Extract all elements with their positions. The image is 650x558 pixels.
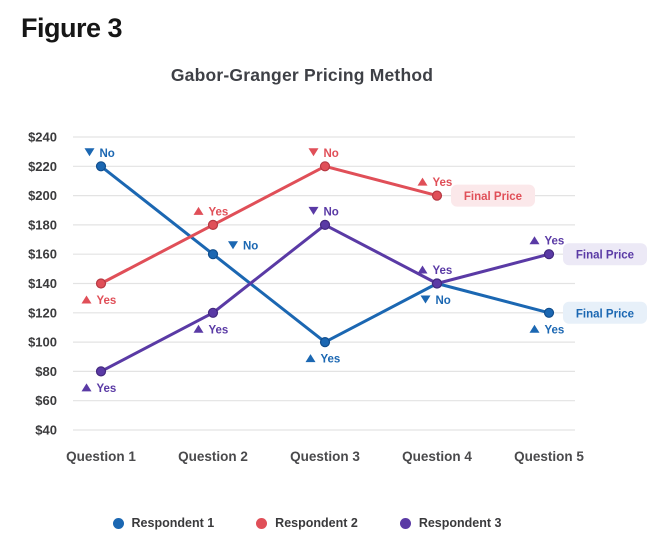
y-tick-label: $180 [28,217,57,232]
answer-annotation: Yes [545,236,565,248]
answer-annotation: No [243,241,258,253]
triangle-down-icon [308,206,319,215]
data-point-respondent-3 [95,366,107,377]
triangle-up-icon [529,324,540,333]
data-point-respondent-2 [431,190,443,201]
triangle-up-icon [81,295,92,304]
y-tick-label: $160 [28,247,57,262]
y-tick-label: $140 [28,276,57,291]
final-price-label: Final Price [576,250,634,262]
answer-annotation: Yes [545,324,565,336]
answer-annotation: No [324,206,339,218]
triangle-down-icon [228,241,238,250]
final-price-badge [563,243,647,266]
triangle-up-icon [193,324,204,333]
data-point-respondent-1 [207,249,219,260]
data-point-respondent-2 [95,278,107,289]
y-tick-label: $80 [35,364,57,379]
triangle-up-icon [417,265,428,274]
data-point-respondent-2 [319,161,331,172]
data-point-respondent-1 [319,337,331,348]
answer-annotation: Yes [321,354,341,366]
x-axis-label: Question 5 [514,449,584,464]
y-tick-label: $240 [28,130,57,145]
triangle-up-icon [81,383,92,392]
final-price-label: Final Price [576,308,634,320]
legend-item-respondent-3: Respondent 3 [399,516,502,530]
gabor-granger-line-chart: $240 $220 $200 $180 $160 $140 $120 $100 $80 $60 $4… [28,130,647,464]
legend-label: Respondent 1 [131,516,215,530]
data-point-respondent-3 [543,249,555,260]
legend-dot-icon [256,517,268,529]
answer-annotation: Yes [433,177,453,189]
data-point-respondent-3 [207,307,219,318]
triangle-down-icon [308,148,319,157]
answer-annotation: Yes [97,295,117,307]
y-tick-label: $40 [35,423,57,438]
answer-annotation: No [100,148,115,160]
answer-annotation: Yes [209,206,229,218]
data-point-respondent-1 [543,307,555,318]
final-price-label: Final Price [464,191,522,203]
x-axis-label: Question 2 [178,449,248,464]
series-line-respondent-2 [99,164,439,285]
data-point-respondent-1 [95,161,107,172]
x-axis-label: Question 3 [290,449,360,464]
triangle-down-icon [84,148,95,157]
triangle-up-icon [529,236,540,245]
x-axis-label: Question 1 [66,449,136,464]
data-point-respondent-3 [319,219,331,230]
answer-annotation: Yes [433,265,453,277]
triangle-down-icon [420,295,431,304]
y-tick-label: $60 [35,393,57,408]
answer-annotation: Yes [209,324,229,336]
legend-dot-icon [112,517,124,529]
triangle-up-icon [305,354,316,363]
y-tick-label: $200 [28,188,57,203]
final-price-badge [451,184,535,207]
data-point-respondent-2 [207,219,219,230]
final-price-badge [563,301,647,324]
answer-annotation: No [324,148,339,160]
y-tick-label: $100 [28,335,57,350]
legend-label: Respondent 2 [275,516,358,530]
answer-annotation: Yes [97,383,117,395]
figure-label: Figure 3 [21,13,123,43]
y-tick-label: $120 [28,305,57,320]
chart-title: Gabor-Granger Pricing Method [170,65,434,85]
answer-annotation: No [436,295,451,307]
legend-item-respondent-1: Respondent 1 [112,516,215,530]
y-tick-label: $220 [28,159,57,174]
chart-legend: Respondent 1 Respondent 2 Respondent 3 [0,516,650,530]
legend-dot-icon [399,517,411,529]
legend-label: Respondent 3 [418,516,502,530]
x-axis-label: Question 4 [402,449,472,464]
triangle-up-icon [417,177,428,186]
triangle-up-icon [193,206,204,215]
legend-item-respondent-2: Respondent 2 [256,516,358,530]
data-point-respondent-3 [431,278,443,289]
